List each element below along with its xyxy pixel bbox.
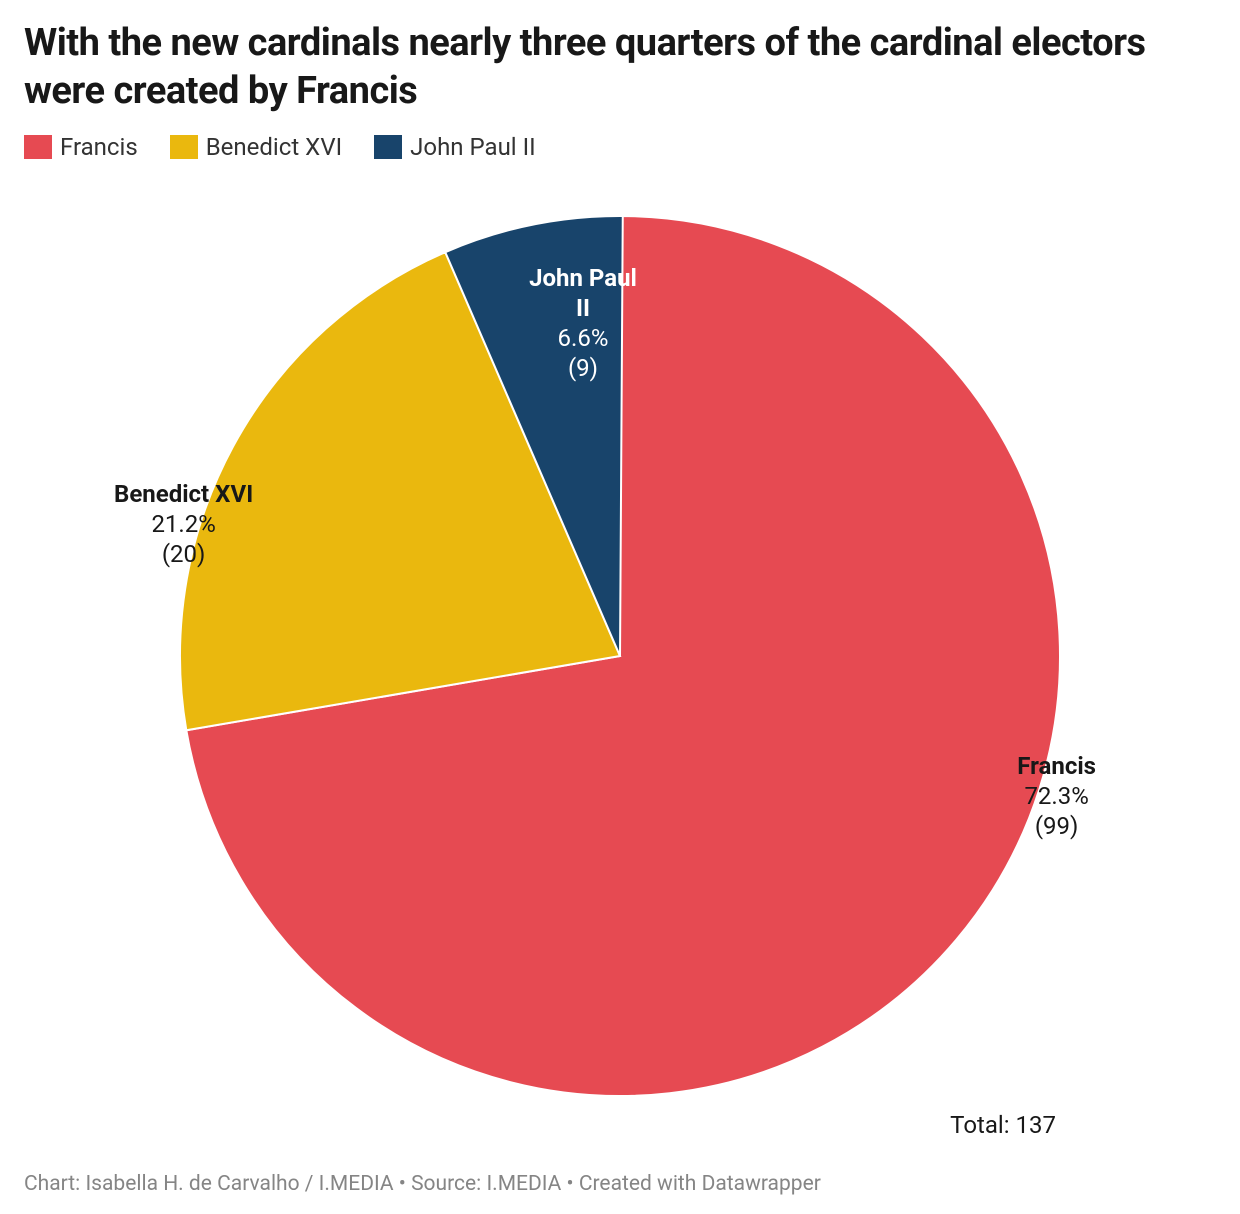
slice-count: (9)	[508, 353, 658, 383]
slice-percent: 72.3%	[1017, 781, 1096, 811]
slice-label-johnpaul: John Paul II 6.6% (9)	[508, 263, 658, 383]
legend-item-benedict: Benedict XVI	[170, 133, 342, 161]
legend-label: Benedict XVI	[206, 133, 342, 161]
slice-percent: 6.6%	[508, 323, 658, 353]
legend-label: John Paul II	[410, 133, 536, 161]
legend-swatch	[24, 135, 52, 159]
legend-swatch	[170, 135, 198, 159]
slice-count: (99)	[1017, 811, 1096, 841]
slice-label-francis: Francis 72.3% (99)	[1017, 751, 1096, 841]
legend: Francis Benedict XVI John Paul II	[24, 133, 1216, 161]
slice-name: Benedict XVI	[114, 479, 253, 509]
pie-chart: Francis 72.3% (99) Benedict XVI 21.2% (2…	[24, 191, 1216, 1121]
slice-name-line2: II	[508, 293, 658, 323]
chart-credit: Chart: Isabella H. de Carvalho / I.MEDIA…	[24, 1172, 821, 1196]
slice-label-benedict: Benedict XVI 21.2% (20)	[114, 479, 253, 569]
slice-count: (20)	[114, 539, 253, 569]
legend-item-johnpaul: John Paul II	[374, 133, 536, 161]
legend-label: Francis	[60, 133, 138, 161]
chart-title: With the new cardinals nearly three quar…	[24, 20, 1216, 115]
total-label: Total: 137	[950, 1111, 1056, 1139]
legend-swatch	[374, 135, 402, 159]
slice-name: Francis	[1017, 751, 1096, 781]
slice-percent: 21.2%	[114, 509, 253, 539]
slice-name-line1: John Paul	[508, 263, 658, 293]
legend-item-francis: Francis	[24, 133, 138, 161]
